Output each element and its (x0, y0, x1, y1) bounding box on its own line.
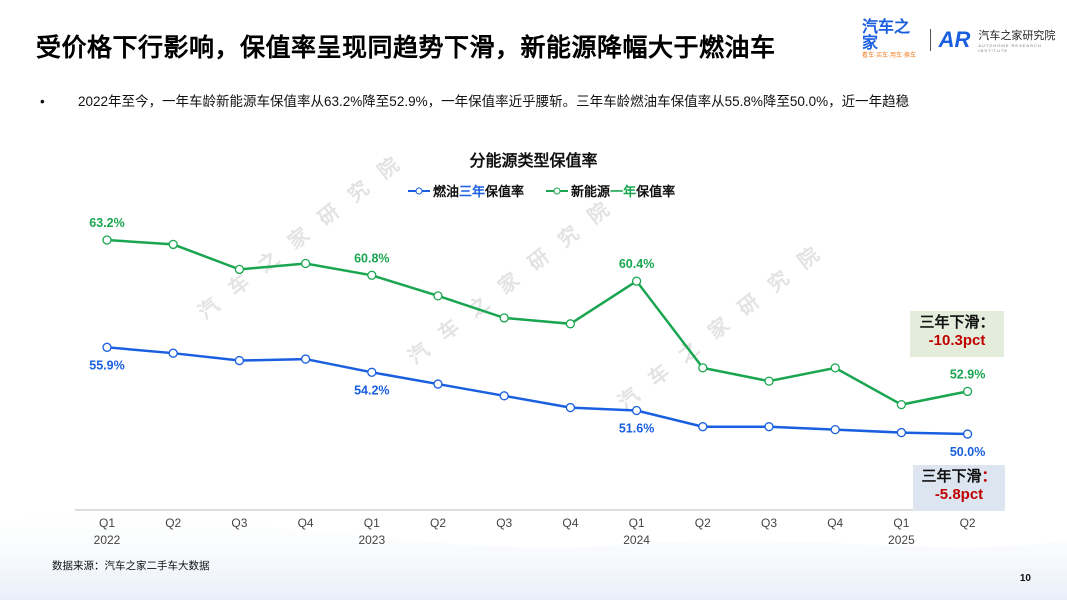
data-point (830, 424, 840, 435)
x-year-label: 2024 (623, 533, 650, 547)
legend-item-fuel: 燃油三年保值率 (408, 181, 524, 200)
chart-legend: 燃油三年保值率 新能源一年保值率 (408, 181, 675, 200)
data-point (764, 376, 774, 386)
data-label: 55.9% (89, 358, 124, 372)
data-point (168, 239, 178, 250)
x-year-label: 2022 (94, 533, 121, 547)
data-point (433, 379, 443, 389)
x-tick-label: Q2 (695, 516, 711, 530)
data-point (234, 355, 245, 366)
data-source: 数据来源：汽车之家二手车大数据 (52, 560, 210, 572)
x-tick-label: Q2 (165, 516, 181, 530)
x-tick-label: Q2 (430, 516, 446, 530)
x-year-label: 2025 (888, 533, 915, 547)
data-label: 60.4% (619, 257, 654, 271)
data-point (433, 291, 443, 301)
data-point (830, 363, 840, 373)
data-point (631, 276, 642, 286)
data-point (367, 367, 377, 377)
x-tick-label: Q1 (364, 516, 380, 530)
chart-title: 分能源类型保值率 (469, 153, 598, 170)
page-title: 受价格下行影响，保值率呈现同趋势下滑，新能源降幅大于燃油车 (36, 34, 776, 62)
data-point (168, 348, 178, 358)
data-point (499, 313, 509, 323)
data-point (565, 402, 576, 413)
data-point (300, 258, 311, 269)
data-point (896, 427, 907, 438)
series-line-fuel (106, 346, 968, 436)
x-tick-label: Q1 (99, 516, 115, 530)
data-point (565, 319, 576, 329)
x-tick-label: Q1 (629, 516, 645, 530)
page-number: 10 (1019, 573, 1031, 584)
x-tick-label: Q4 (562, 516, 578, 530)
data-point (102, 235, 112, 245)
x-tick-label: Q3 (761, 516, 777, 530)
data-point (698, 422, 708, 432)
data-label: 54.2% (354, 383, 389, 397)
data-point (102, 342, 112, 352)
data-point (962, 386, 973, 397)
x-tick-label: Q2 (960, 516, 976, 530)
nev-decline-annotation: 三年下滑： -10.3pct (910, 311, 1004, 357)
data-point (367, 270, 377, 280)
x-tick-label: Q3 (231, 516, 247, 530)
data-point (499, 391, 509, 401)
data-label: 52.9% (950, 367, 985, 381)
x-tick-label: Q4 (298, 516, 314, 530)
data-point (764, 422, 774, 432)
data-label: 51.6% (619, 422, 654, 436)
data-label: 50.0% (950, 445, 985, 459)
data-point (896, 399, 907, 410)
data-label: 63.2% (89, 216, 124, 230)
data-point (698, 363, 708, 373)
autohome-logo: 汽车之家 看车·买车·用车·换车 AR 汽车之家研究院 AUTOHOME RESEA… (862, 19, 1056, 60)
data-point (962, 429, 973, 439)
x-tick-label: Q3 (496, 516, 512, 530)
series-line-nev (106, 238, 968, 406)
data-point (300, 354, 311, 364)
legend-item-nev: 新能源一年保值率 (546, 181, 675, 200)
summary-bullet: • 2022年至今，一年车龄新能源车保值率从63.2%降至52.9%，一年保值率近… (40, 94, 910, 109)
x-year-label: 2023 (358, 533, 385, 547)
x-tick-label: Q1 (893, 516, 909, 530)
data-label: 60.8% (354, 251, 389, 265)
x-tick-label: Q4 (827, 516, 843, 530)
fuel-decline-annotation: 三年下滑： -5.8pct (913, 465, 1005, 511)
data-point (631, 405, 642, 416)
data-point (234, 264, 245, 275)
